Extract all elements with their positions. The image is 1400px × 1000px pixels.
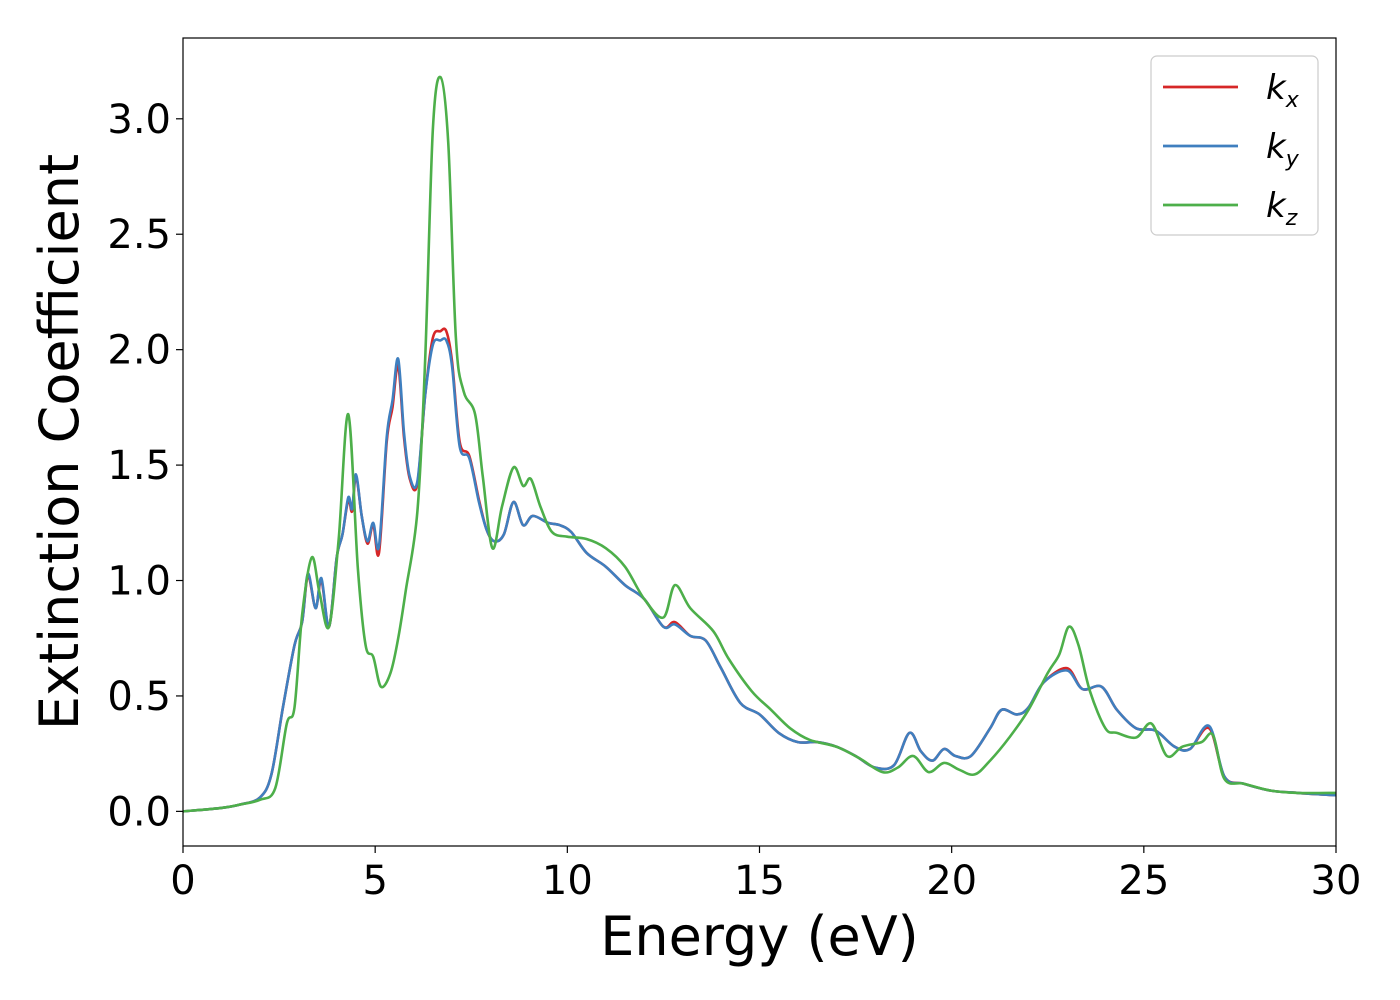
y-tick-label: 1.5 [107, 443, 171, 489]
y-tick-label: 0.5 [107, 674, 171, 720]
x-axis-ticks: 0 5 10 15 20 25 30 [170, 846, 1361, 904]
y-tick-label: 2.0 [107, 328, 171, 374]
y-tick-label: 0.0 [107, 789, 171, 835]
legend-label-kx: kx [1266, 68, 1300, 113]
y-tick-label: 2.5 [107, 212, 171, 258]
series-line-kz [183, 75, 1336, 813]
x-tick-label: 15 [734, 858, 785, 904]
legend-label-ky: ky [1266, 127, 1300, 172]
y-tick-label: 1.0 [107, 559, 171, 605]
legend-label-kz: kz [1266, 186, 1298, 231]
y-tick-label: 3.0 [107, 97, 171, 143]
series-layer [183, 75, 1336, 813]
x-tick-label: 20 [926, 858, 977, 904]
y-axis-label: Extinction Coefficient [28, 154, 91, 730]
x-tick-label: 5 [362, 858, 387, 904]
x-tick-label: 25 [1118, 858, 1169, 904]
x-tick-label: 10 [542, 858, 593, 904]
x-axis-label: Energy (eV) [600, 905, 919, 968]
x-tick-label: 30 [1311, 858, 1362, 904]
y-axis-ticks: 0.0 0.5 1.0 1.5 2.0 2.5 3.0 [107, 97, 183, 835]
x-tick-label: 0 [170, 858, 195, 904]
legend: kx ky kz [1150, 55, 1319, 236]
